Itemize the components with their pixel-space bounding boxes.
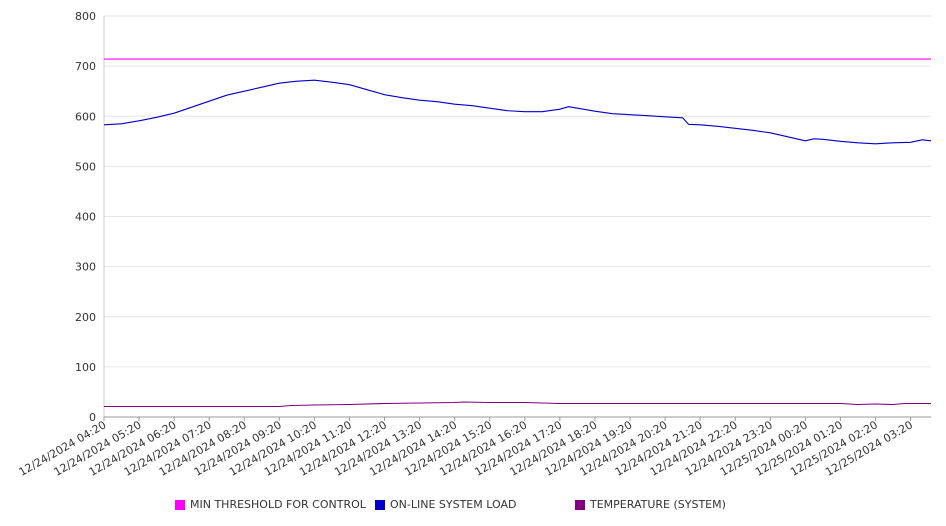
y-tick-label: 800 [75,10,96,23]
y-tick-label: 700 [75,60,96,73]
legend-label-online-system-load: ON-LINE SYSTEM LOAD [390,498,517,511]
legend-swatch-online-system-load [375,499,385,510]
y-tick-label: 500 [75,160,96,173]
y-tick-label: 300 [75,261,96,274]
y-tick-label: 400 [75,211,96,224]
y-tick-label: 200 [75,311,96,324]
legend-item-online-system-load: ON-LINE SYSTEM LOAD [375,498,516,511]
legend-item-temperature: TEMPERATURE (SYSTEM) [575,498,726,511]
legend-swatch-min-threshold [175,499,185,510]
series-line-temperature [104,401,931,408]
series-line-online-system-load [103,79,932,145]
chart-legend: MIN THRESHOLD FOR CONTROL ON-LINE SYSTEM… [175,498,935,514]
legend-label-min-threshold: MIN THRESHOLD FOR CONTROL [190,498,366,511]
legend-swatch-temperature [575,499,585,510]
y-tick-label: 100 [75,361,96,374]
legend-label-temperature: TEMPERATURE (SYSTEM) [590,498,726,511]
y-tick-label: 600 [75,110,96,123]
y-tick-label: 0 [89,411,96,424]
legend-item-min-threshold: MIN THRESHOLD FOR CONTROL [175,498,366,511]
